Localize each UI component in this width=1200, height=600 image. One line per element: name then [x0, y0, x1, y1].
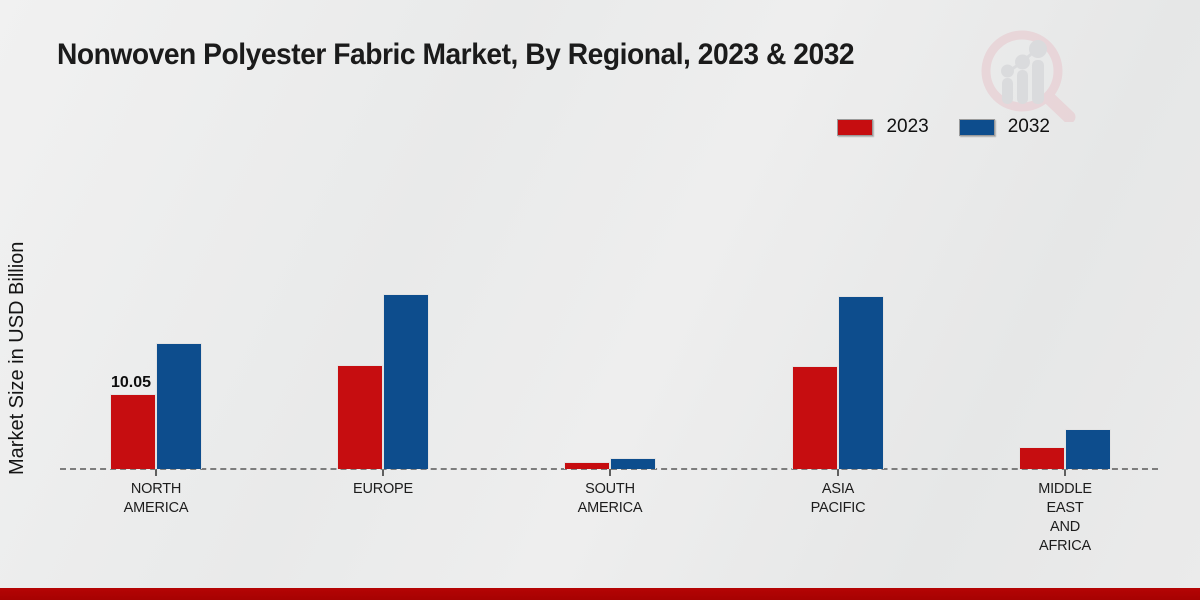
bar-2032-asia-pacific — [838, 296, 884, 469]
x-axis-category-label-south-america: SOUTH AMERICA — [577, 481, 643, 516]
legend-swatch-2032 — [958, 118, 995, 136]
bar-2023-asia-pacific — [792, 366, 838, 469]
legend-label-2023: 2023 — [886, 116, 929, 137]
x-axis-category-label-asia-pacific: ASIA PACIFIC — [810, 481, 866, 516]
bar-2032-north-america — [156, 343, 202, 469]
x-axis-category-label-europe: EUROPE — [352, 481, 414, 497]
magnifier-bar-chart-logo-icon — [981, 30, 1076, 122]
x-axis-tick-asia-pacific — [837, 469, 839, 476]
legend-item-2023: 2023 — [837, 116, 929, 138]
bar-2032-europe — [383, 294, 429, 469]
bar-2032-south-america — [610, 458, 656, 469]
x-axis-category-label-middle-east-and-africa: MIDDLE EAST AND AFRICA — [1038, 481, 1092, 554]
x-axis-tick-south-america — [609, 469, 611, 476]
bar-2023-north-america — [110, 394, 156, 469]
x-axis-baseline — [60, 468, 1158, 470]
bar-2032-middle-east-and-africa — [1065, 429, 1111, 469]
legend-label-2032: 2032 — [1007, 116, 1050, 137]
legend-item-2032: 2032 — [958, 116, 1050, 138]
data-label-2023-north-america: 10.05 — [111, 374, 152, 391]
bar-2023-europe — [337, 365, 383, 469]
x-axis-tick-middle-east-and-africa — [1064, 469, 1066, 476]
chart-title: Nonwoven Polyester Fabric Market, By Reg… — [57, 38, 855, 71]
bar-2023-south-america — [564, 462, 610, 469]
bar-2023-middle-east-and-africa — [1019, 447, 1065, 469]
footer-accent-bar — [0, 588, 1200, 600]
legend-swatch-2023 — [837, 118, 874, 136]
x-axis-tick-north-america — [155, 469, 157, 476]
legend: 2023 2032 — [837, 116, 1050, 138]
x-axis-category-label-north-america: NORTH AMERICA — [123, 481, 189, 516]
x-axis-tick-europe — [382, 469, 384, 476]
